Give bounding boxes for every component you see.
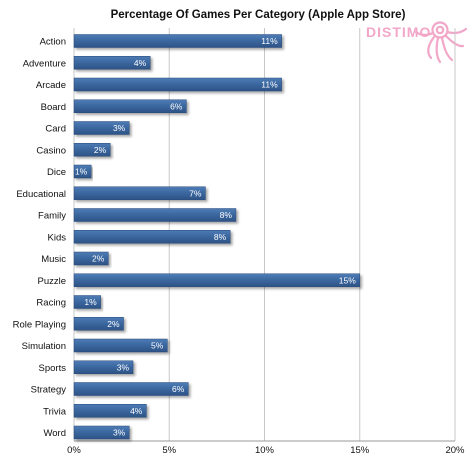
bar-value-label: 2% (92, 254, 105, 264)
bar-value-label: 15% (339, 275, 356, 285)
category-label: Dice (47, 167, 66, 178)
category-label: Casino (36, 145, 66, 156)
category-label: Arcade (36, 80, 66, 91)
category-label: Sports (39, 363, 67, 374)
bar (73, 360, 134, 374)
bar (73, 186, 206, 200)
bar (73, 230, 231, 244)
bar (73, 425, 130, 440)
category-label: Music (41, 254, 66, 265)
bar (73, 99, 187, 113)
category-label: Adventure (23, 58, 66, 69)
bar (73, 77, 282, 92)
category-label: Simulation (22, 341, 66, 352)
bars: 11% 4% 11% 6% 3% 2% 1% 7% 8% 8% 2% 15% 1% 2% 5% 3% 6% 4% 3… (73, 34, 360, 440)
bar-value-label: 6% (170, 101, 183, 111)
category-label: Puzzle (37, 276, 66, 287)
x-tick-label: 0% (67, 445, 81, 456)
bar-value-label: 5% (151, 341, 164, 351)
bar (73, 143, 111, 157)
bar (73, 34, 282, 48)
chart-title: Percentage Of Games Per Category (Apple … (111, 9, 406, 21)
bar-value-label: 8% (214, 232, 227, 242)
category-labels: Action Adventure Arcade Board Card Casino Dice… (13, 37, 67, 440)
category-label: Board (41, 102, 66, 113)
bar-value-label: 1% (75, 167, 88, 177)
bar-value-label: 7% (189, 188, 202, 198)
category-label: Strategy (31, 385, 67, 396)
x-tick-label: 20% (445, 445, 465, 456)
bar (73, 251, 109, 266)
bar (73, 273, 360, 287)
bar-value-label: 3% (117, 362, 130, 372)
x-tick-label: 5% (162, 445, 176, 456)
bar (73, 338, 168, 353)
category-label: Educational (16, 189, 66, 200)
bar-value-label: 2% (107, 319, 120, 329)
bar (73, 208, 237, 222)
bar-value-label: 4% (134, 58, 147, 68)
category-label: Trivia (43, 406, 67, 417)
bar-value-label: 11% (261, 36, 278, 46)
bar-value-label: 11% (261, 80, 278, 90)
x-tick-label: 10% (255, 445, 275, 456)
bar (73, 404, 147, 418)
bar (73, 164, 92, 179)
distimo-logo: DISTIMO (366, 21, 468, 64)
bar-value-label: 6% (172, 384, 185, 394)
bar-value-label: 3% (113, 123, 126, 133)
bar (73, 317, 124, 331)
x-axis: 0% 5% 10% 15% 20% (67, 440, 465, 456)
category-label: Action (40, 37, 66, 48)
bar (73, 295, 101, 309)
bar (73, 56, 151, 70)
category-label: Kids (48, 232, 67, 243)
bar-value-label: 8% (220, 210, 233, 220)
bar-value-label: 1% (84, 297, 97, 307)
logo-wordmark: DISTIMO (366, 24, 431, 40)
bar (73, 121, 130, 135)
bar-value-label: 4% (130, 406, 143, 416)
category-label: Role Playing (13, 319, 66, 330)
category-label: Word (43, 428, 66, 439)
category-label: Family (38, 211, 66, 222)
bar (73, 382, 189, 396)
category-label: Racing (36, 298, 66, 309)
bar-value-label: 2% (94, 145, 107, 155)
x-tick-label: 15% (350, 445, 370, 456)
bar-value-label: 3% (113, 428, 126, 438)
category-label: Card (45, 124, 66, 135)
